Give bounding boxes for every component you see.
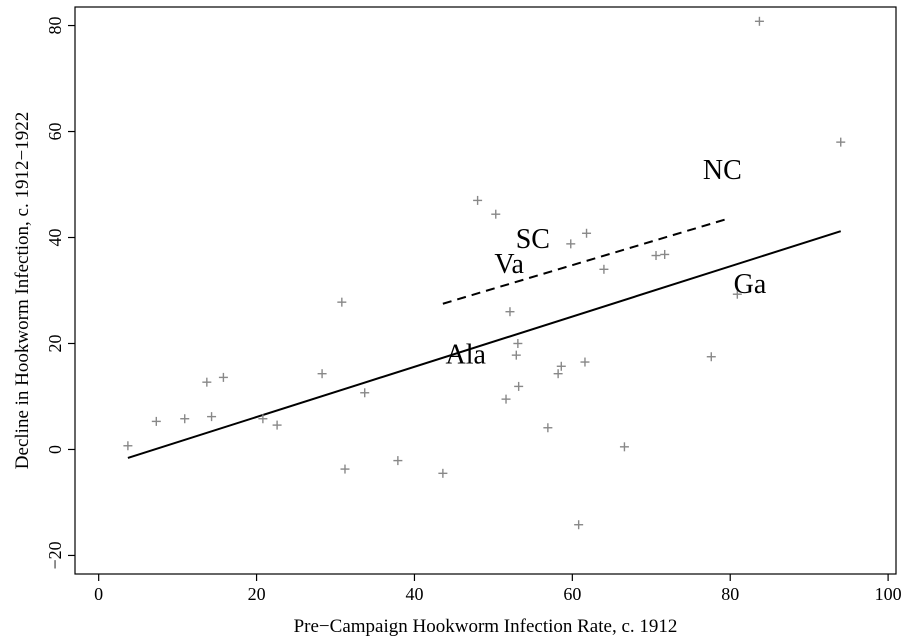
data-point	[491, 209, 501, 219]
data-point	[207, 412, 217, 422]
y-tick-label: 0	[45, 445, 65, 454]
data-point	[317, 369, 327, 379]
state-label: SC	[516, 224, 550, 255]
data-point	[272, 420, 282, 430]
data-point	[337, 297, 347, 307]
state-label: Ga	[734, 269, 767, 300]
data-point	[582, 228, 592, 238]
x-tick-label: 60	[563, 584, 581, 604]
data-point	[706, 352, 716, 362]
y-tick-label: 20	[45, 334, 65, 352]
data-points	[123, 16, 846, 530]
data-point	[258, 414, 268, 424]
solid-fit-line	[127, 230, 842, 459]
state-label: Ala	[446, 340, 487, 371]
data-point	[360, 388, 370, 398]
data-point	[473, 195, 483, 205]
x-tick-label: 80	[721, 584, 739, 604]
data-point	[151, 416, 161, 426]
data-point	[438, 468, 448, 478]
data-point	[501, 394, 511, 404]
data-point	[566, 239, 576, 249]
data-point	[553, 369, 563, 379]
data-point	[732, 289, 742, 299]
y-tick-label: 40	[45, 229, 65, 247]
y-tick-label: 60	[45, 123, 65, 141]
data-point	[511, 350, 521, 360]
y-tick-label: −20	[45, 541, 65, 569]
data-point	[218, 372, 228, 382]
data-point	[340, 464, 350, 474]
dashed-fit-line	[442, 218, 728, 305]
data-point	[836, 137, 846, 147]
x-tick-label: 20	[248, 584, 266, 604]
y-tick-label: 80	[45, 17, 65, 35]
state-label: Va	[494, 249, 524, 280]
y-axis-title: Decline in Hookworm Infection, c. 1912−1…	[12, 112, 33, 469]
axis-ticks: 0 20 40 60 80 100 −20 0 20 40 60 80	[45, 17, 902, 604]
data-point	[505, 307, 515, 317]
fit-lines	[127, 218, 842, 459]
data-point	[651, 251, 661, 261]
x-tick-label: 0	[94, 584, 103, 604]
data-point	[619, 442, 629, 452]
data-point	[180, 414, 190, 424]
data-point	[393, 456, 403, 466]
data-point	[514, 381, 524, 391]
data-point	[556, 361, 566, 371]
data-point	[660, 249, 670, 259]
x-tick-label: 40	[405, 584, 423, 604]
data-point	[202, 377, 212, 387]
data-point	[574, 520, 584, 530]
x-axis-title: Pre−Campaign Hookworm Infection Rate, c.…	[294, 616, 678, 637]
state-label: NC	[703, 155, 742, 186]
data-point	[513, 338, 523, 348]
data-point	[580, 357, 590, 367]
data-point	[543, 423, 553, 433]
plot-frame	[74, 6, 897, 575]
x-tick-label: 100	[875, 584, 902, 604]
data-point	[123, 441, 133, 451]
data-point	[599, 264, 609, 274]
data-point	[754, 16, 764, 26]
